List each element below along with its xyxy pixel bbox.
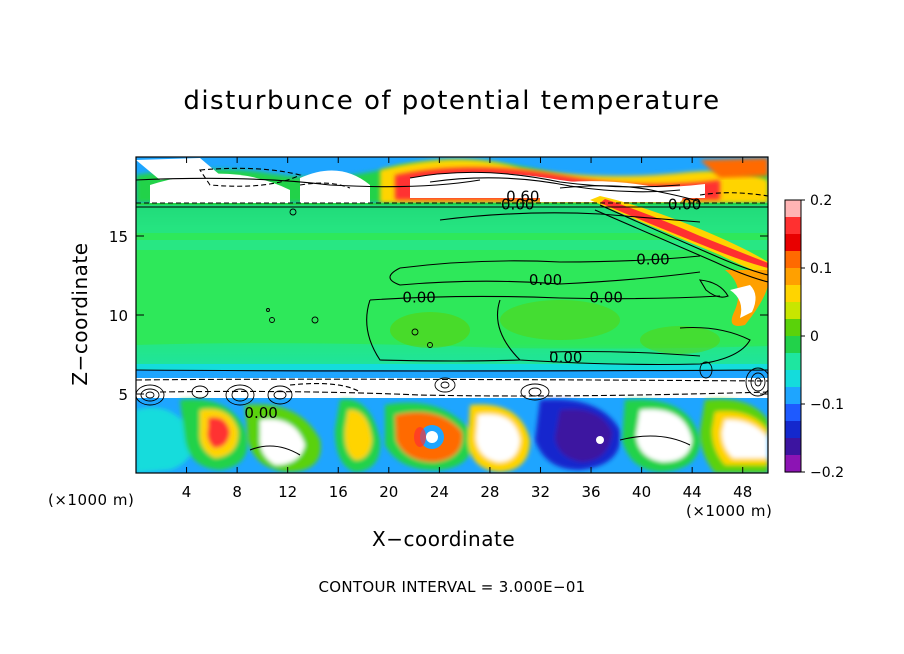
colorbar: 0.2 0.1 0 −0.1 −0.2 xyxy=(784,193,844,481)
x-tick-label: 36 xyxy=(581,483,600,501)
contour-label: 0.60 xyxy=(506,188,539,206)
x-tick-label: 16 xyxy=(329,483,348,501)
colorbar-swatch xyxy=(785,455,801,473)
x-tick-label: 12 xyxy=(278,483,297,501)
contour-label: 0.00 xyxy=(244,404,277,422)
colorbar-swatch xyxy=(785,353,801,371)
heatmap-field xyxy=(136,157,768,473)
contour-label: 0.00 xyxy=(636,251,669,269)
colorbar-swatch xyxy=(785,302,801,320)
contour-label: 0.00 xyxy=(549,349,582,367)
colorbar-swatch xyxy=(785,200,801,218)
colorbar-tick-label: −0.1 xyxy=(810,397,844,413)
x-ticks: 4 8 12 16 20 24 28 32 36 40 44 48 xyxy=(182,157,752,501)
x-tick-label: 4 xyxy=(182,483,192,501)
contour-interval-note: CONTOUR INTERVAL = 3.000E−01 xyxy=(318,578,586,596)
x-tick-label: 44 xyxy=(683,483,702,501)
contour-label: 0.00 xyxy=(590,289,623,307)
x-tick-label: 40 xyxy=(632,483,651,501)
colorbar-swatch xyxy=(785,234,801,252)
colorbar-tick-label: 0 xyxy=(810,329,819,345)
contour-label: 0.00 xyxy=(402,289,435,307)
x-tick-label: 28 xyxy=(480,483,499,501)
x-unit-right: (×1000 m) xyxy=(686,502,773,520)
x-tick-label: 32 xyxy=(531,483,550,501)
colorbar-swatch xyxy=(785,421,801,439)
colorbar-tick-label: 0.2 xyxy=(810,193,832,209)
y-tick-label: 5 xyxy=(118,386,128,404)
x-tick-label: 20 xyxy=(379,483,398,501)
y-tick-label: 15 xyxy=(109,228,128,246)
contour-label: 0.00 xyxy=(668,195,701,213)
colorbar-swatch xyxy=(785,268,801,286)
chart-title: disturbunce of potential temperature xyxy=(183,86,721,116)
colorbar-swatch xyxy=(785,319,801,337)
colorbar-swatch xyxy=(785,387,801,405)
colorbar-tick-label: −0.2 xyxy=(810,465,844,481)
contour-label: 0.00 xyxy=(501,195,534,213)
y-ticks: 5 10 15 xyxy=(109,228,768,404)
colorbar-swatch xyxy=(785,438,801,456)
y-tick-label: 10 xyxy=(109,307,128,325)
colorbar-swatch xyxy=(785,336,801,354)
colorbar-swatch xyxy=(785,370,801,388)
colorbar-swatch xyxy=(785,285,801,303)
y-axis-label: Z−coordinate xyxy=(68,242,92,386)
contour-clusters xyxy=(136,208,768,406)
contour-labels: 0.600.00 0.000.000.000.00 0.000.000.00 xyxy=(244,188,701,422)
colorbar-swatch xyxy=(785,251,801,269)
colorbar-tick-label: 0.1 xyxy=(810,261,832,277)
x-tick-label: 8 xyxy=(232,483,242,501)
colorbar-swatch xyxy=(785,217,801,235)
x-unit-left: (×1000 m) xyxy=(48,491,135,509)
x-tick-label: 48 xyxy=(733,483,752,501)
x-axis-label: X−coordinate xyxy=(372,527,516,551)
colorbar-swatch xyxy=(785,404,801,422)
contour-lines xyxy=(136,167,768,456)
contour-label: 0.00 xyxy=(529,271,562,289)
x-tick-label: 24 xyxy=(430,483,449,501)
